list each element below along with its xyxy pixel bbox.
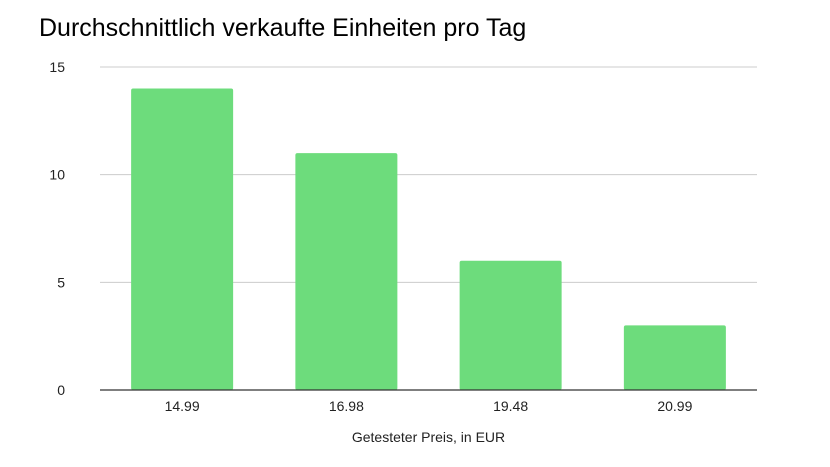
x-category-label: 14.99 [165, 398, 200, 414]
x-axis-title: Getesteter Preis, in EUR [352, 429, 505, 445]
bar-19.48 [459, 260, 562, 390]
x-category-label: 20.99 [657, 398, 692, 414]
y-tick-label: 10 [49, 167, 65, 183]
x-category-label: 19.48 [493, 398, 528, 414]
bars [131, 88, 726, 391]
bar-14.99 [131, 88, 234, 391]
bar-16.98 [295, 153, 398, 390]
y-tick-label: 0 [57, 382, 65, 398]
y-tick-label: 5 [57, 274, 65, 290]
chart-title: Durchschnittlich verkaufte Einheiten pro… [39, 14, 527, 42]
y-tick-label: 15 [49, 59, 65, 75]
x-axis-categories: 14.99 16.98 19.48 20.99 [165, 398, 693, 414]
bar-20.99 [623, 325, 726, 390]
x-category-label: 16.98 [329, 398, 364, 414]
y-axis-ticks: 0 5 10 15 [49, 59, 65, 398]
